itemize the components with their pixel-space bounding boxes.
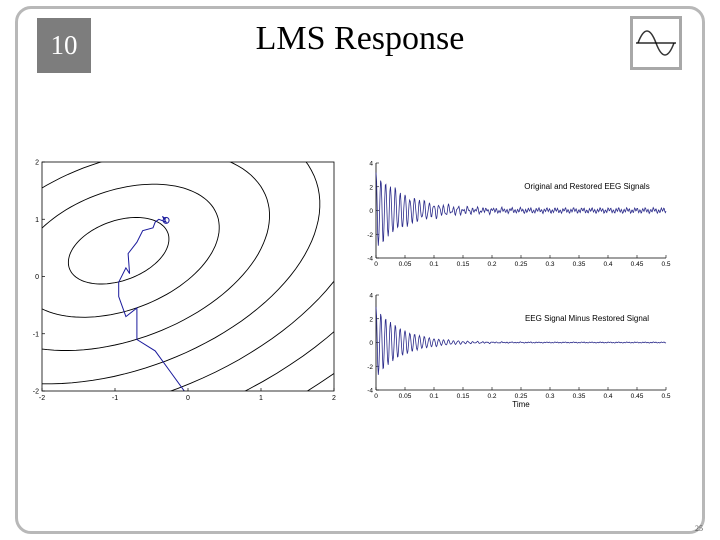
x-tick-label: 0.3 (545, 261, 554, 268)
contour-line-1 (67, 217, 170, 285)
y-tick-label: 2 (369, 184, 373, 191)
x-tick-label: 0 (186, 395, 190, 402)
x-tick-label: 0.25 (515, 393, 528, 400)
x-axis-label: Time (512, 400, 530, 409)
contour-line-8 (30, 155, 345, 410)
y-tick-label: 0 (35, 274, 39, 281)
y-tick-label: 4 (369, 293, 373, 300)
signal-chart-top: -4 -2 0 2 4 0 0.05 0.1 0.15 0.2 0.25 0.3 0.35 0.4 0.45… (367, 161, 671, 269)
contour-line-2 (42, 183, 220, 318)
contour-line-3 (42, 162, 270, 351)
lms-trajectory (118, 216, 185, 391)
y-tick-label: 2 (35, 160, 39, 167)
contour-levels (30, 155, 345, 410)
bottom-axes: -4 -2 0 2 4 0 0.05 0.1 0.15 0.2 0.25 0.3 0.35 0.4 0.45… (367, 293, 671, 401)
x-tick-label: -1 (112, 395, 118, 402)
contour-line-7 (306, 372, 334, 391)
top-chart-title: Original and Restored EEG Signals (524, 182, 649, 191)
x-tick-label: 0.05 (399, 393, 412, 400)
y-tick-label: -4 (367, 388, 373, 395)
x-tick-label: 0.1 (429, 261, 438, 268)
y-tick-label: 4 (369, 161, 373, 168)
x-tick-label: 0.45 (631, 393, 644, 400)
x-tick-label: -2 (39, 395, 45, 402)
x-tick-label: 0.35 (573, 261, 586, 268)
x-tick-label: 0.2 (487, 261, 496, 268)
chapter-badge: 10 (37, 18, 91, 73)
signal-series (375, 306, 667, 375)
bottom-signal-layer (375, 306, 667, 375)
x-tick-label: 0 (374, 261, 378, 268)
signal-series (375, 172, 667, 246)
bottom-chart-title: EEG Signal Minus Restored Signal (525, 314, 649, 323)
x-tick-label: 1 (259, 395, 263, 402)
top-signal-layer (375, 172, 667, 246)
contour-line-6 (244, 331, 334, 391)
contour-axes: -2 -1 0 1 2 -2 -1 0 1 2 (33, 160, 336, 403)
y-tick-label: 0 (369, 208, 373, 215)
x-tick-label: 0.35 (573, 393, 586, 400)
trajectory-end-marker (162, 216, 170, 224)
y-tick-label: -2 (367, 232, 373, 239)
y-tick-label: -1 (33, 331, 39, 338)
contour-line-4 (42, 162, 321, 385)
y-tick-label: -2 (33, 389, 39, 396)
sine-wave-glyph (636, 30, 676, 56)
x-tick-label: 0.15 (457, 393, 470, 400)
y-tick-label: 2 (369, 316, 373, 323)
x-tick-label: 0.05 (399, 261, 412, 268)
x-tick-label: 0 (374, 393, 378, 400)
sine-wave-icon (630, 16, 682, 70)
top-axes: -4 -2 0 2 4 0 0.05 0.1 0.15 0.2 0.25 0.3 0.35 0.4 0.45… (367, 161, 671, 269)
x-tick-label: 0.45 (631, 261, 644, 268)
x-tick-label: 0.1 (429, 393, 438, 400)
slide-frame (15, 6, 705, 534)
y-tick-label: -2 (367, 364, 373, 371)
y-tick-label: 0 (369, 340, 373, 347)
x-tick-label: 0.3 (545, 393, 554, 400)
trajectory-layer (118, 216, 185, 391)
page-number: 25 (695, 524, 703, 533)
x-tick-label: 0.4 (603, 261, 612, 268)
contour-chart: -2 -1 0 1 2 -2 -1 0 1 2 (30, 155, 345, 410)
contour-line-5 (169, 280, 334, 391)
x-tick-label: 0.5 (661, 393, 670, 400)
x-tick-label: 0.5 (661, 261, 670, 268)
x-tick-label: 0.4 (603, 393, 612, 400)
x-tick-label: 0.2 (487, 393, 496, 400)
y-tick-label: -4 (367, 256, 373, 263)
signal-chart-bottom: -4 -2 0 2 4 0 0.05 0.1 0.15 0.2 0.25 0.3 0.35 0.4 0.45… (367, 293, 671, 410)
x-tick-label: 0.15 (457, 261, 470, 268)
x-tick-label: 0.25 (515, 261, 528, 268)
y-tick-label: 1 (35, 217, 39, 224)
slide-title: LMS Response (255, 20, 465, 57)
x-tick-label: 2 (332, 395, 336, 402)
chapter-number: 10 (50, 30, 78, 60)
